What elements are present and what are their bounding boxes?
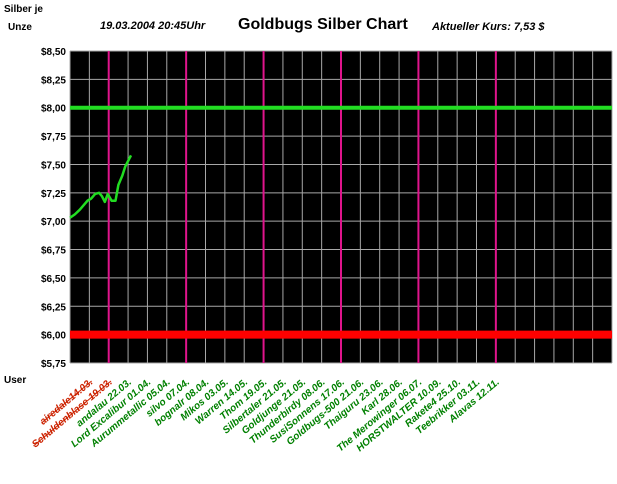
y-tick-label: $5,75 bbox=[41, 359, 66, 370]
y-tick-label: $8,50 bbox=[41, 47, 66, 58]
y-tick-label: $6,00 bbox=[41, 331, 66, 342]
y-tick-label: $8,25 bbox=[41, 75, 66, 86]
y-tick-label: $7,50 bbox=[41, 160, 66, 171]
y-axis-label-line1: Silber je bbox=[4, 4, 43, 15]
chart-datetime: 19.03.2004 20:45Uhr bbox=[100, 20, 206, 32]
y-tick-label: $6,75 bbox=[41, 246, 66, 257]
y-tick-label: $7,25 bbox=[41, 189, 66, 200]
price-series-line bbox=[69, 154, 133, 219]
x-axis-label: User bbox=[4, 375, 27, 386]
y-axis-label-line2: Unze bbox=[8, 22, 32, 33]
y-tick-label: $6,25 bbox=[41, 302, 66, 313]
current-price: Aktueller Kurs: 7,53 $ bbox=[432, 21, 545, 33]
y-tick-label: $7,00 bbox=[41, 217, 66, 228]
y-tick-label: $8,00 bbox=[41, 104, 66, 115]
y-tick-label: $7,75 bbox=[41, 132, 66, 143]
chart-title: Goldbugs Silber Chart bbox=[238, 16, 408, 33]
y-tick-label: $6,50 bbox=[41, 274, 66, 285]
